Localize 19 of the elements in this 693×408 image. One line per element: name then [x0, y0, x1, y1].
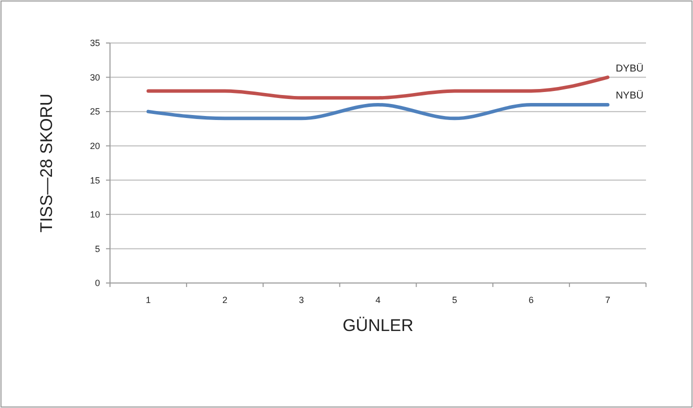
x-tick-label: 1: [146, 295, 151, 305]
x-axis-title: GÜNLER: [342, 316, 414, 335]
y-tick-label: 0: [94, 278, 100, 288]
x-tick-label: 2: [222, 295, 228, 305]
x-tick-label: 3: [298, 295, 304, 305]
x-tick-label: 5: [452, 295, 458, 305]
series-label: NYBÜ: [616, 90, 644, 102]
y-tick-label: 15: [90, 175, 100, 186]
x-tick-label: 4: [375, 295, 381, 305]
y-tick-label: 5: [94, 244, 100, 254]
series-label: DYBÜ: [616, 62, 644, 74]
y-tick-label: 25: [90, 106, 100, 117]
y-axis-title: TISS—28 SKORU: [37, 94, 56, 232]
x-tick-label: 7: [605, 295, 610, 305]
y-tick-label: 10: [90, 210, 100, 220]
y-tick-label: 20: [90, 141, 100, 152]
y-tick-label: 35: [90, 38, 100, 48]
y-tick-label: 30: [90, 72, 100, 82]
x-tick-label: 6: [528, 295, 534, 305]
